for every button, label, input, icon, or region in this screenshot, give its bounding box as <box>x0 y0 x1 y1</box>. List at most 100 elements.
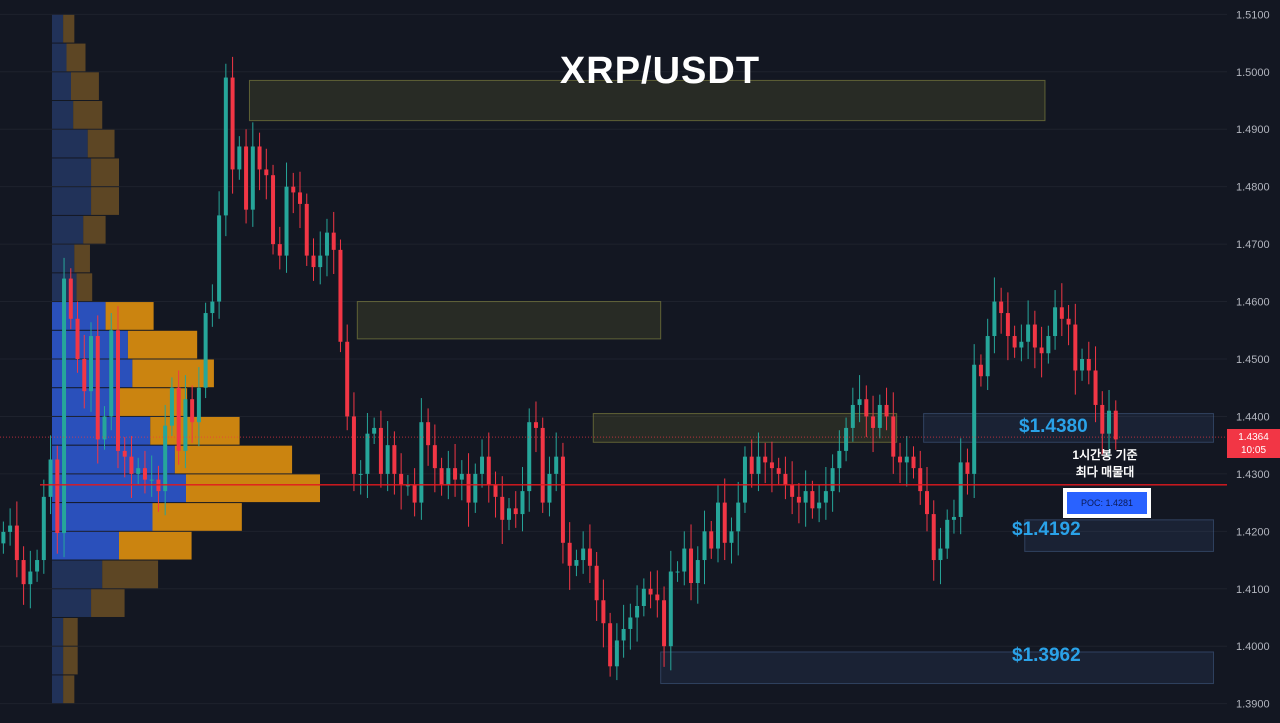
candle-bearish <box>655 594 660 601</box>
volume-profile-sell-bar <box>174 445 293 474</box>
candle-bearish <box>291 186 296 193</box>
candle-bearish <box>257 146 262 170</box>
current-price: 1.4364 <box>1238 432 1269 444</box>
candle-bearish <box>55 459 60 534</box>
candle-bearish <box>810 491 815 509</box>
candle-bullish <box>951 516 956 520</box>
candle-bullish <box>958 462 963 517</box>
candle-bearish <box>891 416 896 457</box>
candle-bearish <box>999 301 1004 314</box>
candle-bearish <box>648 588 653 595</box>
price-zone-supply <box>356 301 662 340</box>
candle-bullish <box>1107 410 1112 434</box>
volume-profile-buy-bar <box>52 416 151 445</box>
level-label-2: $1.4192 <box>1012 519 1081 540</box>
candle-bearish <box>1100 404 1105 434</box>
candle-bearish <box>1073 324 1078 371</box>
candle-bearish <box>1032 324 1037 348</box>
candle-bullish <box>628 617 633 629</box>
candle-bullish <box>250 146 255 210</box>
candle-bullish <box>547 473 552 503</box>
candle-bullish <box>8 525 13 532</box>
volume-profile-sell-bar <box>152 503 242 531</box>
volume-profile-sell-bar <box>102 560 159 589</box>
candle-bullish <box>1080 359 1085 371</box>
volume-profile-sell-bar <box>105 302 154 330</box>
candle-bearish <box>749 456 754 474</box>
candle-bearish <box>21 560 26 585</box>
candle-bullish <box>554 456 559 474</box>
candle-bullish <box>217 215 222 302</box>
candle-bullish <box>695 560 700 584</box>
candle-bearish <box>1086 359 1091 371</box>
volume-profile-sell-bar <box>76 273 93 302</box>
volume-profile-buy-bar <box>52 617 64 646</box>
candle-bearish <box>493 485 498 497</box>
candle-bullish <box>621 628 626 641</box>
y-tick-label: 1.4800 <box>1236 182 1270 194</box>
candle-bearish <box>783 473 788 486</box>
candle-bullish <box>419 422 424 503</box>
candle-bearish <box>500 496 505 520</box>
candle-bearish <box>439 468 444 486</box>
price-zone-demand <box>660 651 1215 685</box>
candle-bullish <box>507 508 512 520</box>
level-label-3: $1.3962 <box>1012 645 1081 666</box>
volume-profile-sell-bar <box>66 43 86 72</box>
candle-bullish <box>830 468 835 492</box>
candle-bullish <box>223 77 228 216</box>
candle-bearish <box>513 508 518 515</box>
volume-profile-buy-bar <box>52 531 119 560</box>
candle-bearish <box>399 473 404 486</box>
annotation-line-1: 1시간봉 기준 <box>1072 448 1138 462</box>
candle-bullish <box>365 433 370 474</box>
price-axis: 1.5100 1.5000 1.4900 1.4800 1.4700 1.4600 1.45… <box>1236 9 1270 710</box>
volume-profile-sell-bar <box>91 589 125 617</box>
candle-bullish <box>945 519 950 549</box>
candle-bullish <box>237 146 242 170</box>
y-tick-label: 1.4100 <box>1236 584 1270 596</box>
y-tick-label: 1.5000 <box>1236 67 1270 79</box>
candle-bullish <box>668 571 673 647</box>
candle-bearish <box>601 600 606 624</box>
candle-bearish <box>466 473 471 503</box>
candle-bearish <box>796 496 801 503</box>
candle-bullish <box>736 502 741 532</box>
candle-bearish <box>608 623 613 667</box>
volume-profile-buy-bar <box>52 215 84 244</box>
candle-bearish <box>884 404 889 417</box>
candles <box>1 56 1118 681</box>
volume-profile-buy-bar <box>52 244 75 273</box>
candle-bullish <box>938 548 943 561</box>
candle-bearish <box>1059 307 1064 319</box>
candle-bullish <box>109 330 114 417</box>
poc-label: POC: 1.4281 <box>1067 492 1147 514</box>
candle-bullish <box>992 301 997 337</box>
candle-bullish <box>318 255 323 268</box>
volume-profile-buy-bar <box>52 560 103 589</box>
candle-bullish <box>136 468 141 474</box>
volume-profile-sell-bar <box>63 617 78 646</box>
candle-bearish <box>432 445 437 469</box>
candle-bullish <box>102 416 107 440</box>
candle-bearish <box>689 548 694 584</box>
candle-bullish <box>203 313 208 388</box>
candle-bullish <box>358 473 363 475</box>
candle-bullish <box>169 387 174 426</box>
candle-bullish <box>972 364 977 474</box>
volume-profile-sell-bar <box>132 359 214 388</box>
candle-bullish <box>904 456 909 463</box>
volume-profile-sell-bar <box>74 244 90 273</box>
candle-bullish <box>183 399 188 451</box>
candle-bullish <box>324 232 329 256</box>
volume-profile-buy-bar <box>52 72 71 101</box>
poc-label-box: POC: 1.4281 <box>1063 488 1151 518</box>
candle-bearish <box>587 548 592 566</box>
candle-bearish <box>1039 347 1044 354</box>
candle-bullish <box>520 491 525 515</box>
candle-bullish <box>675 571 680 573</box>
candle-bearish <box>911 456 916 469</box>
candle-bearish <box>722 502 727 543</box>
candle-bullish <box>742 456 747 503</box>
